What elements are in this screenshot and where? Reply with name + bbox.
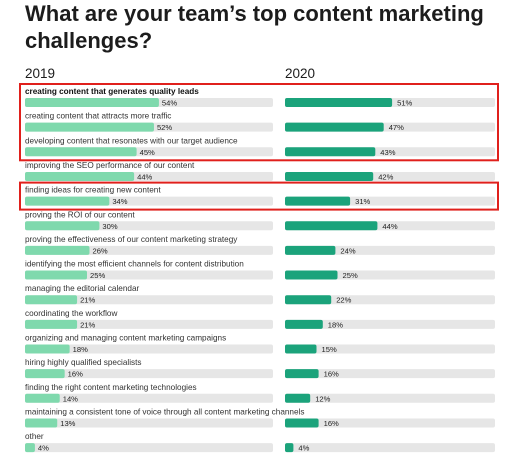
bar-2020	[285, 418, 319, 428]
track-2020	[285, 245, 495, 255]
category-label: finding ideas for creating new content	[25, 186, 161, 195]
value-label-2019: 21%	[80, 320, 95, 329]
bar-2020	[285, 245, 336, 255]
track-2019	[25, 393, 273, 403]
track-2019	[25, 369, 273, 379]
bar-2019	[25, 196, 110, 206]
category-label: finding the right content marketing tech…	[25, 383, 197, 392]
bar-2020	[285, 147, 376, 157]
value-label-2020: 51%	[397, 99, 412, 108]
highlight-box	[19, 181, 499, 211]
bar-2019	[25, 221, 100, 231]
track-2020	[285, 393, 495, 403]
bar-2019	[25, 369, 65, 379]
bar-2020	[285, 393, 311, 403]
value-label-2019: 25%	[90, 271, 105, 280]
bar-2020	[285, 171, 374, 181]
bar-2019	[25, 147, 137, 157]
value-label-2020: 47%	[389, 123, 404, 132]
track-2020	[285, 295, 495, 305]
value-label-2020: 42%	[378, 172, 393, 181]
bar-2019	[25, 171, 135, 181]
bar-2020	[285, 122, 384, 132]
bar-2019	[25, 122, 154, 132]
bar-2019	[25, 295, 78, 305]
value-label-2020: 24%	[340, 246, 355, 255]
value-label-2019: 13%	[60, 419, 75, 428]
value-label-2020: 15%	[322, 345, 337, 354]
bar-2019	[25, 393, 60, 403]
value-label-2020: 12%	[315, 394, 330, 403]
value-label-2019: 54%	[162, 99, 177, 108]
value-label-2019: 4%	[38, 444, 49, 453]
track-2019	[25, 443, 273, 453]
bar-2020	[285, 98, 393, 107]
value-label-2020: 4%	[298, 444, 309, 453]
category-label: identifying the most efficient channels …	[25, 260, 244, 269]
value-label-2019: 30%	[102, 222, 117, 231]
legend-2019: 2019	[25, 66, 55, 81]
bar-2019	[25, 418, 58, 428]
track-2020	[285, 369, 495, 379]
track-2019	[25, 418, 273, 428]
track-2020	[285, 418, 495, 428]
track-2020	[285, 344, 495, 354]
value-label-2020: 16%	[324, 370, 339, 379]
category-label: proving the ROI of our content	[25, 210, 135, 219]
bar-2020	[285, 221, 378, 231]
bar-2020	[285, 270, 338, 280]
category-label: other	[25, 432, 44, 441]
value-label-2019: 14%	[63, 394, 78, 403]
track-2019	[25, 344, 273, 354]
value-label-2020: 22%	[336, 296, 351, 305]
bar-2019	[25, 245, 90, 255]
value-label-2020: 16%	[324, 419, 339, 428]
track-2020	[285, 319, 495, 329]
value-label-2020: 18%	[328, 320, 343, 329]
category-label: maintaining a consistent tone of voice t…	[25, 407, 304, 416]
value-label-2020: 43%	[380, 148, 395, 157]
category-label: improving the SEO performance of our con…	[25, 161, 195, 170]
value-label-2020: 25%	[343, 271, 358, 280]
value-label-2019: 45%	[140, 148, 155, 157]
value-label-2019: 21%	[80, 296, 95, 305]
category-label: creating content that attracts more traf…	[25, 112, 171, 121]
bar-2020	[285, 319, 323, 329]
bar-2020	[285, 369, 319, 379]
value-label-2019: 34%	[112, 197, 127, 206]
bar-2019	[25, 270, 87, 280]
value-label-2019: 26%	[92, 246, 107, 255]
bar-2020	[285, 344, 317, 354]
legend-2020: 2020	[285, 66, 315, 81]
category-label: developing content that resonates with o…	[25, 136, 238, 145]
bar-2019	[25, 344, 70, 354]
value-label-2020: 44%	[382, 222, 397, 231]
highlight-box	[19, 83, 499, 162]
track-2020	[285, 443, 495, 453]
category-label: coordinating the workflow	[25, 309, 117, 318]
value-label-2019: 16%	[68, 370, 83, 379]
category-label: organizing and managing content marketin…	[25, 334, 226, 343]
track-2019	[25, 319, 273, 329]
bar-2019	[25, 319, 78, 329]
track-2019	[25, 295, 273, 305]
value-label-2019: 52%	[157, 123, 172, 132]
bar-2020	[285, 295, 332, 305]
category-label: proving the effectiveness of our content…	[25, 235, 238, 244]
bar-2020	[285, 443, 294, 453]
value-label-2020: 31%	[355, 197, 370, 206]
chart-title: What are your team’s top content marketi…	[25, 1, 484, 53]
bar-2019	[25, 98, 159, 107]
category-label: hiring highly qualified specialists	[25, 358, 142, 367]
bar-2019	[25, 443, 35, 453]
bar-2020	[285, 196, 351, 206]
category-label: creating content that generates quality …	[25, 87, 199, 96]
category-label: managing the editorial calendar	[25, 284, 140, 293]
value-label-2019: 18%	[73, 345, 88, 354]
value-label-2019: 44%	[137, 172, 152, 181]
